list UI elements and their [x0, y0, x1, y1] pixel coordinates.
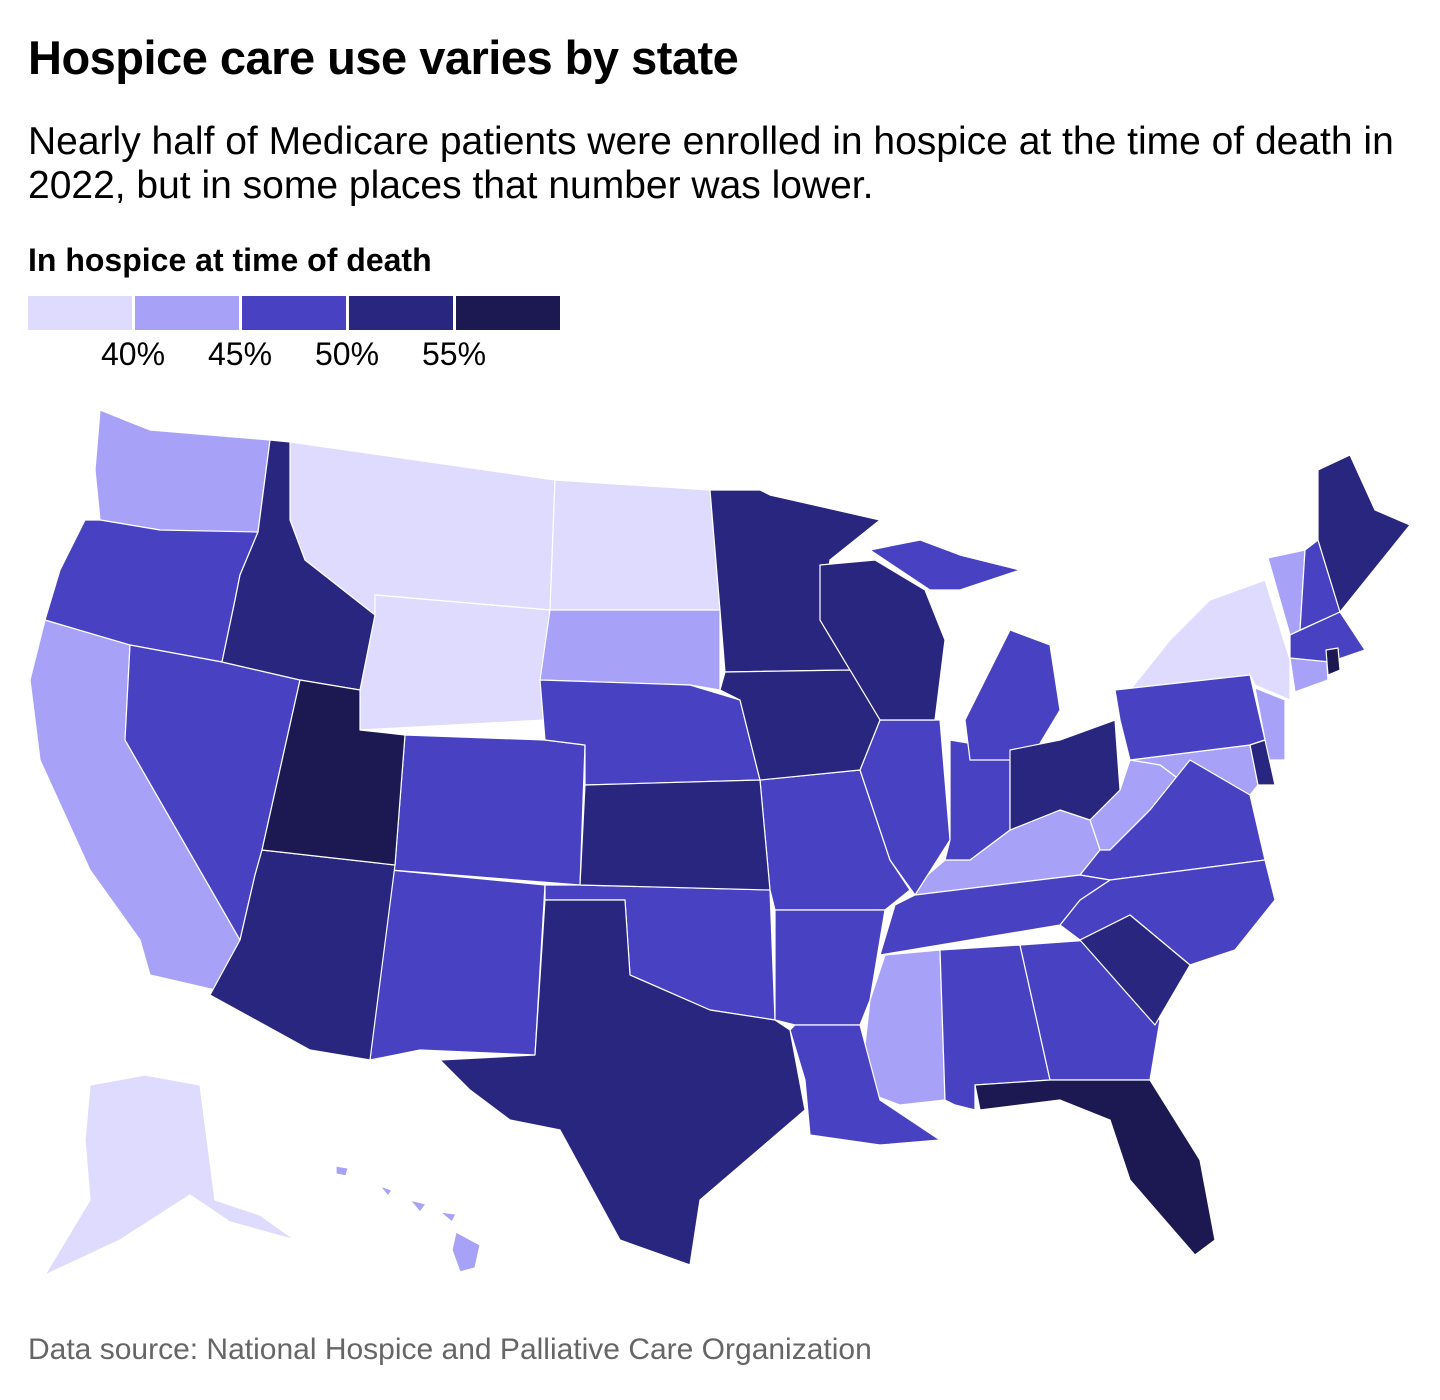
state-nd — [549, 479, 721, 611]
chart-subtitle: Nearly half of Medicare patients were en… — [28, 120, 1394, 207]
state-ri — [1325, 647, 1341, 676]
state-wa — [94, 409, 271, 536]
state-ar — [774, 909, 886, 1026]
state-mi — [869, 539, 1061, 761]
legend-swatch-4 — [456, 296, 560, 330]
state-hi — [335, 1165, 481, 1273]
state-co — [389, 734, 586, 886]
legend-swatch-0 — [28, 296, 132, 330]
state-ak — [44, 1074, 296, 1276]
state-de — [1249, 739, 1276, 786]
state-ut — [261, 679, 406, 866]
state-sc — [1079, 914, 1191, 1026]
state-ma — [1289, 611, 1366, 663]
legend-swatches — [28, 296, 560, 330]
data-source: Data source: National Hospice and Pallia… — [28, 1333, 872, 1366]
state-fl — [974, 1079, 1216, 1256]
state-ga — [1019, 939, 1161, 1081]
state-sd — [539, 609, 721, 691]
state-tx — [439, 899, 806, 1266]
legend-break-label: 55% — [421, 336, 487, 372]
state-me — [1317, 454, 1411, 613]
state-wy — [359, 594, 551, 731]
state-ia — [719, 669, 881, 781]
state-wi — [819, 559, 946, 721]
state-ks — [579, 779, 771, 891]
legend-swatch-1 — [135, 296, 239, 330]
state-az — [209, 849, 396, 1061]
state-oh — [1009, 719, 1121, 831]
state-nm — [369, 869, 546, 1061]
state-tn — [879, 874, 1111, 956]
legend-labels: 40% 45% 50% 55% — [28, 336, 568, 376]
state-la — [789, 1024, 941, 1146]
chart-title: Hospice care use varies by state — [28, 31, 739, 84]
legend-break-label: 45% — [207, 336, 273, 372]
legend-swatch-2 — [242, 296, 346, 330]
legend-swatch-3 — [349, 296, 453, 330]
legend-break-label: 50% — [314, 336, 380, 372]
legend-break-label: 40% — [100, 336, 166, 372]
legend-title: In hospice at time of death — [28, 242, 432, 278]
